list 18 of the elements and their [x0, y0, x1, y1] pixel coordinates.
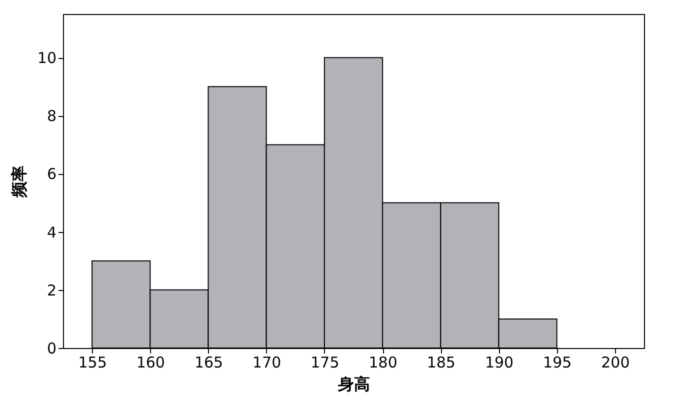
y-tick-label: 6	[46, 165, 56, 184]
x-tick-label: 160	[136, 354, 165, 372]
y-axis-title: 频率	[9, 166, 28, 198]
x-tick-label: 200	[601, 354, 630, 372]
x-axis-title: 身高	[337, 374, 370, 394]
y-tick-label: 10	[37, 49, 56, 68]
y-tick-label: 4	[46, 223, 56, 242]
x-tick-label: 170	[252, 354, 282, 372]
x-tick-label: 195	[543, 354, 572, 372]
x-tick-label: 185	[426, 354, 456, 372]
x-tick-label: 175	[310, 354, 340, 372]
x-tick-label: 190	[484, 354, 514, 372]
x-tick-label: 180	[368, 354, 398, 372]
y-tick-label: 0	[46, 340, 56, 358]
x-tick-label: 165	[194, 354, 224, 372]
x-tick-label: 155	[78, 354, 107, 372]
y-tick-label: 2	[46, 281, 56, 300]
y-tick-label: 8	[46, 107, 56, 126]
